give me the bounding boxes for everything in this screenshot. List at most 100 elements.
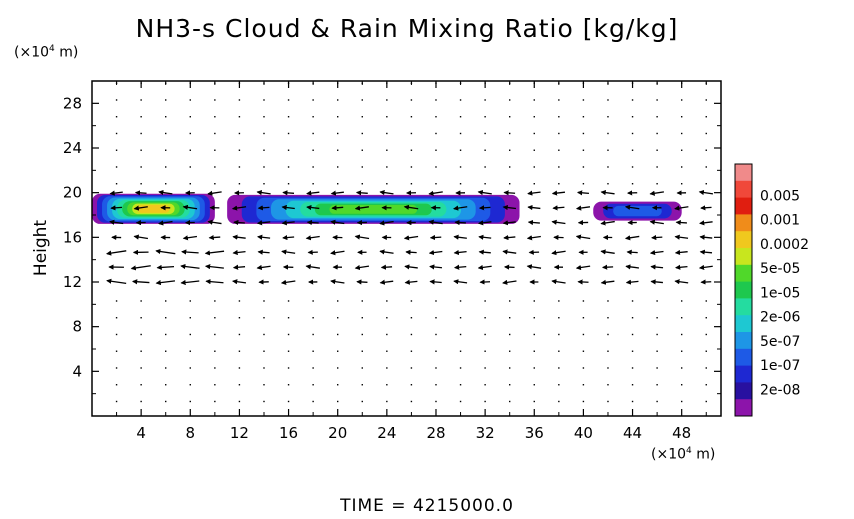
grid-dot — [607, 300, 609, 302]
wind-vector — [477, 264, 492, 271]
grid-dot — [165, 149, 167, 151]
grid-dot — [656, 300, 658, 302]
grid-dot — [214, 350, 216, 352]
grid-dot — [508, 300, 511, 302]
grid-dot — [435, 350, 437, 352]
x-tick-label: 16 — [279, 424, 298, 442]
grid-dot — [558, 183, 560, 185]
wind-vector — [502, 279, 517, 285]
wind-vector — [454, 219, 466, 226]
grid-dot — [312, 384, 314, 386]
grid-dot — [705, 400, 707, 403]
wind-vector — [551, 219, 566, 225]
colorbar-swatch — [735, 248, 752, 266]
colorbar-frame — [734, 163, 753, 417]
grid-dot — [140, 384, 142, 386]
wind-vector — [675, 219, 687, 226]
wind-vector — [626, 249, 638, 255]
grid-dot — [263, 132, 265, 135]
grid-dot — [263, 116, 265, 118]
wind-vector — [306, 204, 320, 211]
wind-vector — [429, 264, 443, 270]
grid-dot — [508, 149, 511, 151]
wind-vector — [281, 220, 295, 226]
grid-dot — [656, 116, 658, 118]
grid-dot — [337, 300, 339, 302]
grid-dot — [165, 333, 167, 336]
grid-dot — [705, 333, 707, 336]
wind-vector — [477, 189, 492, 196]
wind-vector — [699, 220, 713, 226]
grid-dot — [410, 400, 413, 403]
grid-dot — [140, 132, 142, 135]
grid-dot — [386, 300, 388, 302]
wind-vector — [601, 264, 614, 270]
grid-dot — [484, 183, 486, 185]
grid-dot — [582, 149, 585, 151]
grid-dot — [680, 99, 683, 101]
wind-vector — [649, 249, 664, 256]
grid-dot — [582, 384, 585, 386]
grid-dot — [361, 166, 363, 168]
grid-dot — [607, 384, 609, 386]
grid-dot — [386, 350, 388, 352]
grid-dot — [115, 367, 118, 369]
wind-vector — [379, 220, 394, 226]
x-tick-label: 36 — [525, 424, 544, 442]
wind-vector — [182, 204, 198, 210]
grid-dot — [484, 367, 486, 369]
grid-dot — [435, 400, 437, 403]
colorbar-label: 0.0002 — [760, 237, 809, 253]
x-tick-label: 28 — [426, 424, 445, 442]
grid-dot — [558, 300, 560, 302]
wind-vector — [503, 190, 516, 196]
grid-dot — [607, 116, 609, 118]
grid-dot — [680, 333, 683, 336]
x-tick-label: 4 — [136, 424, 146, 442]
grid-dot — [386, 183, 388, 185]
colorbar-swatch — [735, 298, 752, 316]
wind-vector — [257, 249, 270, 255]
wind-vector — [651, 234, 663, 241]
grid-dot — [361, 99, 363, 101]
grid-dot — [656, 183, 658, 185]
y-tick-label: 20 — [63, 184, 82, 202]
colorbar-swatch — [735, 281, 752, 299]
grid-dot — [263, 367, 265, 369]
grid-dot — [558, 384, 560, 386]
colorbar-swatch — [735, 399, 752, 417]
wind-vector — [282, 234, 295, 241]
grid-dot — [533, 183, 535, 185]
wind-vector — [330, 250, 345, 256]
grid-dot — [607, 400, 609, 403]
grid-dot — [582, 300, 585, 302]
grid-dot — [238, 132, 241, 135]
grid-dot — [680, 166, 683, 168]
wind-vector — [428, 190, 443, 196]
grid-dot — [435, 183, 437, 185]
grid-dot — [189, 333, 191, 336]
grid-dot — [214, 400, 216, 403]
grid-dot — [435, 99, 437, 101]
wind-vector — [429, 279, 442, 285]
grid-dot — [631, 149, 634, 151]
grid-dot — [238, 149, 241, 151]
grid-dot — [238, 116, 241, 118]
grid-dot — [140, 166, 142, 168]
wind-vector — [182, 235, 198, 241]
grid-dot — [607, 350, 609, 352]
wind-vector — [156, 264, 175, 271]
grid-dot — [680, 183, 683, 185]
grid-dot — [214, 300, 216, 302]
wind-vector — [134, 190, 147, 196]
grid-dot — [263, 99, 265, 101]
grid-dot — [656, 149, 658, 151]
y-tick-label: 24 — [63, 139, 82, 157]
grid-dot — [115, 166, 118, 168]
grid-dot — [140, 367, 142, 369]
grid-dot — [705, 384, 707, 386]
grid-dot — [287, 367, 290, 369]
grid-dot — [189, 99, 191, 101]
grid-dot — [312, 149, 314, 151]
grid-dot — [705, 350, 707, 352]
